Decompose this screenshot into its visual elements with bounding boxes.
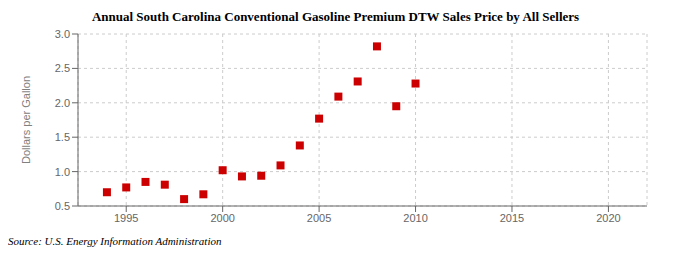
svg-text:2005: 2005 — [307, 212, 331, 224]
svg-text:Dollars per Gallon: Dollars per Gallon — [20, 76, 32, 164]
html-text:Annual South Carolina Conventi: Annual South Carolina Conventional Gasol… — [91, 9, 580, 24]
svg-text:2015: 2015 — [500, 212, 524, 224]
svg-text:0.5: 0.5 — [55, 200, 70, 212]
svg-text:2.5: 2.5 — [55, 62, 70, 74]
svg-text:1.5: 1.5 — [55, 131, 70, 143]
svg-text:1.0: 1.0 — [55, 166, 70, 178]
svg-text:3.0: 3.0 — [55, 28, 70, 40]
html-text:Source: U.S. Energy Informatio: Source: U.S. Energy Information Administ… — [8, 235, 222, 247]
svg-text:1995: 1995 — [114, 212, 138, 224]
svg-text:2010: 2010 — [403, 212, 427, 224]
svg-text:2.0: 2.0 — [55, 97, 70, 109]
svg-text:2000: 2000 — [210, 212, 234, 224]
svg-text:2020: 2020 — [596, 212, 620, 224]
